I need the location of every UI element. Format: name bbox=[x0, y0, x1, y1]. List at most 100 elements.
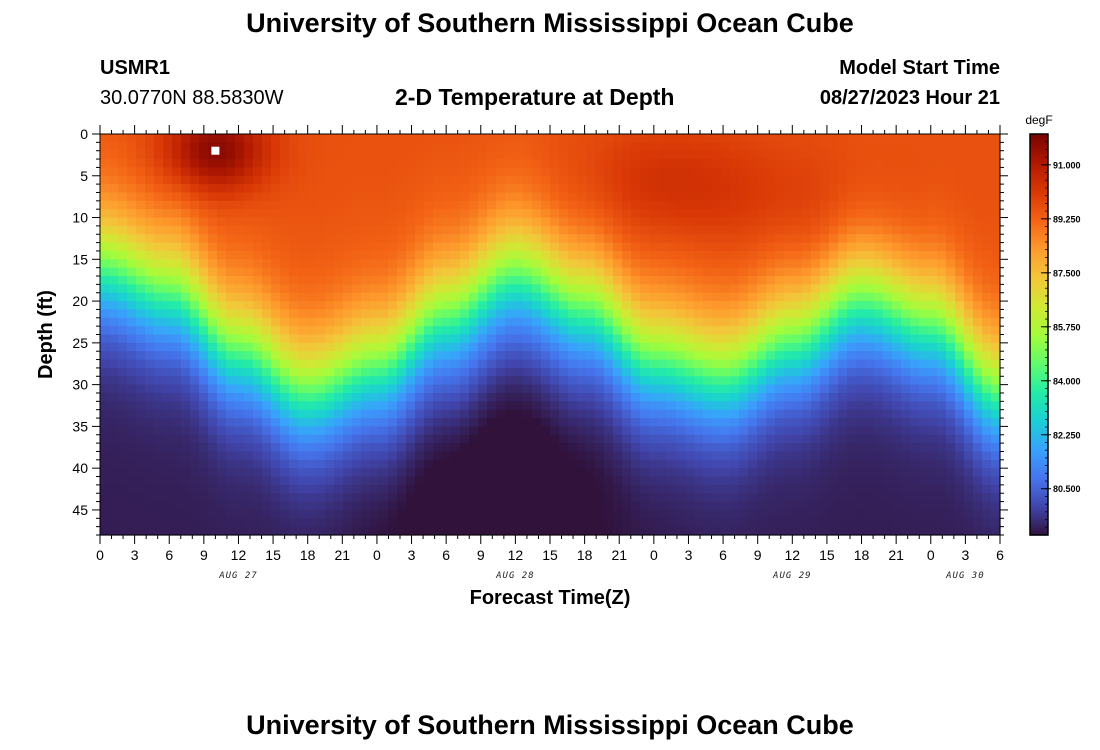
heatmap-cell bbox=[928, 292, 938, 302]
heatmap-cell bbox=[280, 326, 290, 336]
heatmap-cell bbox=[901, 459, 911, 469]
heatmap-cell bbox=[109, 301, 119, 311]
heatmap-cell bbox=[190, 518, 200, 528]
heatmap-cell bbox=[685, 459, 695, 469]
heatmap-cells bbox=[100, 134, 1001, 536]
heatmap-cell bbox=[496, 418, 506, 427]
heatmap-cell bbox=[775, 476, 785, 486]
heatmap-cell bbox=[244, 359, 254, 369]
heatmap-cell bbox=[865, 159, 875, 169]
heatmap-cell bbox=[109, 367, 119, 377]
heatmap-cell bbox=[577, 309, 587, 319]
heatmap-cell bbox=[793, 217, 803, 227]
heatmap-cell bbox=[505, 250, 515, 260]
heatmap-cell bbox=[982, 468, 992, 478]
heatmap-cell bbox=[910, 167, 920, 177]
heatmap-cell bbox=[118, 418, 128, 427]
heatmap-cell bbox=[163, 342, 173, 352]
heatmap-cell bbox=[865, 392, 875, 402]
heatmap-cell bbox=[298, 392, 308, 402]
heatmap-cell bbox=[721, 409, 731, 419]
heatmap-cell bbox=[973, 342, 983, 352]
heatmap-cell bbox=[982, 359, 992, 369]
heatmap-cell bbox=[379, 384, 389, 394]
heatmap-cell bbox=[388, 426, 398, 436]
heatmap-cell bbox=[937, 451, 947, 461]
heatmap-cell bbox=[406, 418, 416, 427]
heatmap-cell bbox=[595, 142, 605, 152]
heatmap-cell bbox=[991, 309, 1001, 319]
heatmap-cell bbox=[406, 184, 416, 194]
heatmap-cell bbox=[415, 159, 425, 169]
heatmap-cell bbox=[127, 367, 137, 377]
heatmap-cell bbox=[217, 276, 227, 285]
heatmap-cell bbox=[613, 426, 623, 436]
heatmap-cell bbox=[325, 159, 335, 169]
heatmap-cell bbox=[271, 342, 281, 352]
heatmap-cell bbox=[424, 167, 434, 177]
heatmap-cell bbox=[613, 217, 623, 227]
heatmap-cell bbox=[388, 242, 398, 252]
heatmap-cell bbox=[946, 342, 956, 352]
heatmap-cell bbox=[829, 267, 839, 277]
heatmap-cell bbox=[469, 459, 479, 469]
heatmap-cell bbox=[892, 426, 902, 436]
heatmap-cell bbox=[847, 376, 857, 386]
heatmap-cell bbox=[307, 476, 317, 486]
heatmap-cell bbox=[226, 242, 236, 252]
heatmap-cell bbox=[928, 184, 938, 194]
heatmap-cell bbox=[541, 493, 551, 503]
heatmap-cell bbox=[937, 200, 947, 210]
heatmap-cell bbox=[937, 509, 947, 519]
heatmap-cell bbox=[271, 284, 281, 294]
heatmap-cell bbox=[406, 451, 416, 461]
heatmap-cell bbox=[388, 384, 398, 394]
heatmap-cell bbox=[928, 476, 938, 486]
heatmap-cell bbox=[451, 192, 461, 202]
heatmap-cell bbox=[523, 159, 533, 169]
heatmap-cell bbox=[685, 225, 695, 235]
heatmap-cell bbox=[676, 242, 686, 252]
heatmap-cell bbox=[415, 384, 425, 394]
heatmap-cell bbox=[874, 501, 884, 511]
heatmap-cell bbox=[460, 359, 470, 369]
heatmap-cell bbox=[370, 175, 380, 185]
heatmap-cell bbox=[262, 459, 272, 469]
heatmap-cell bbox=[505, 401, 515, 411]
heatmap-cell bbox=[307, 167, 317, 177]
heatmap-cell bbox=[712, 401, 722, 411]
heatmap-cell bbox=[118, 459, 128, 469]
heatmap-cell bbox=[865, 418, 875, 427]
heatmap-cell bbox=[892, 501, 902, 511]
heatmap-cell bbox=[190, 376, 200, 386]
heatmap-cell bbox=[784, 392, 794, 402]
heatmap-cell bbox=[424, 359, 434, 369]
heatmap-cell bbox=[226, 493, 236, 503]
heatmap-cell bbox=[469, 175, 479, 185]
heatmap-cell bbox=[199, 225, 209, 235]
heatmap-cell bbox=[802, 284, 812, 294]
heatmap-cell bbox=[208, 376, 218, 386]
heatmap-cell bbox=[478, 284, 488, 294]
heatmap-cell bbox=[748, 351, 758, 361]
heatmap-cell bbox=[721, 509, 731, 519]
heatmap-cell bbox=[217, 501, 227, 511]
heatmap-cell bbox=[676, 317, 686, 327]
heatmap-cell bbox=[694, 526, 704, 536]
heatmap-cell bbox=[784, 225, 794, 235]
heatmap-cell bbox=[739, 301, 749, 311]
heatmap-cell bbox=[685, 392, 695, 402]
heatmap-cell bbox=[298, 326, 308, 336]
heatmap-cell bbox=[235, 259, 245, 269]
heatmap-cell bbox=[469, 200, 479, 210]
heatmap-cell bbox=[226, 451, 236, 461]
heatmap-cell bbox=[469, 134, 479, 143]
heatmap-cell bbox=[361, 351, 371, 361]
heatmap-cell bbox=[307, 250, 317, 260]
heatmap-cell bbox=[523, 184, 533, 194]
heatmap-cell bbox=[703, 501, 713, 511]
heatmap-cell bbox=[136, 484, 146, 494]
heatmap-cell bbox=[181, 476, 191, 486]
heatmap-cell bbox=[514, 351, 524, 361]
heatmap-cell bbox=[694, 476, 704, 486]
